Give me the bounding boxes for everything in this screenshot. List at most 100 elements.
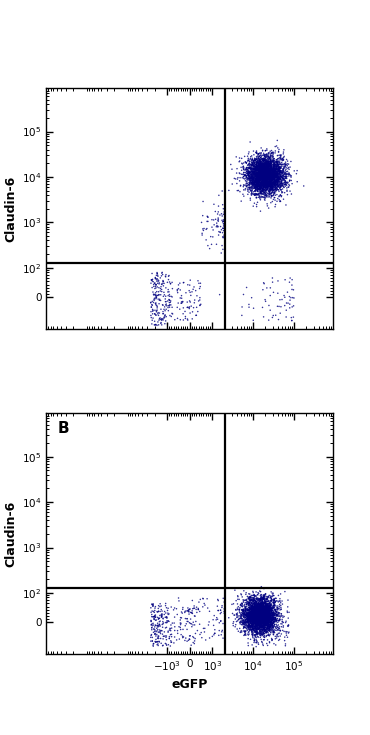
Point [168, 278, 174, 290]
Point [282, 180, 288, 192]
Point [266, 179, 272, 191]
Point [275, 287, 281, 299]
Point [249, 154, 255, 165]
Point [272, 614, 278, 625]
Point [258, 606, 264, 617]
Point [257, 183, 263, 195]
Point [259, 614, 265, 626]
Point [266, 617, 272, 628]
Point [249, 613, 255, 625]
Point [266, 606, 272, 618]
Point [254, 174, 260, 186]
Point [267, 304, 273, 316]
Point [168, 625, 174, 637]
Point [154, 273, 159, 285]
Point [270, 165, 276, 177]
Point [262, 623, 268, 634]
Point [262, 614, 268, 626]
Point [252, 612, 258, 624]
Point [270, 614, 276, 625]
Point [254, 603, 260, 615]
Point [263, 169, 269, 181]
Point [245, 617, 251, 628]
Point [261, 606, 267, 618]
Point [272, 157, 278, 169]
Point [258, 168, 264, 180]
Point [259, 605, 265, 617]
Point [266, 168, 272, 180]
Point [264, 188, 270, 200]
Point [165, 605, 171, 617]
Point [274, 179, 280, 191]
Point [247, 170, 253, 182]
Point [254, 158, 260, 170]
Point [253, 176, 259, 188]
Point [253, 623, 259, 634]
Point [272, 168, 278, 180]
Point [258, 148, 264, 159]
Point [150, 598, 156, 610]
Point [274, 602, 280, 614]
Point [247, 622, 253, 634]
Point [269, 594, 275, 606]
Point [245, 633, 251, 645]
Point [241, 617, 247, 628]
Point [250, 589, 256, 601]
Point [254, 599, 260, 611]
Point [258, 607, 263, 619]
Point [275, 170, 280, 182]
Point [257, 607, 263, 619]
Point [196, 277, 202, 289]
Point [265, 175, 270, 187]
Point [243, 629, 249, 641]
Point [256, 604, 262, 616]
Point [259, 164, 265, 176]
Point [200, 592, 206, 604]
Point [265, 165, 270, 177]
Point [250, 617, 256, 628]
Point [236, 152, 242, 164]
Point [270, 614, 276, 626]
Point [277, 168, 283, 179]
Point [267, 612, 273, 623]
Point [258, 592, 264, 603]
Point [282, 168, 288, 179]
Point [252, 629, 258, 641]
Point [255, 610, 261, 622]
Point [270, 169, 276, 181]
Point [267, 597, 273, 609]
Point [256, 615, 262, 627]
Point [269, 167, 275, 179]
Point [270, 173, 276, 185]
Point [270, 617, 276, 629]
Point [282, 158, 287, 170]
Point [156, 289, 162, 301]
Point [238, 609, 244, 620]
Point [263, 184, 269, 196]
Point [267, 609, 273, 620]
Point [259, 171, 265, 182]
Point [259, 611, 265, 623]
Point [287, 169, 293, 181]
Point [270, 184, 276, 196]
Point [265, 157, 270, 169]
Point [166, 289, 172, 301]
Point [277, 176, 283, 188]
Point [265, 595, 271, 607]
Point [258, 621, 264, 633]
Point [266, 618, 272, 630]
Point [248, 159, 254, 171]
Point [284, 173, 290, 184]
Point [270, 608, 276, 620]
Point [262, 611, 268, 623]
Point [270, 189, 276, 201]
Point [255, 172, 260, 184]
Point [257, 619, 263, 631]
Point [156, 636, 162, 648]
Point [246, 610, 252, 622]
Point [268, 615, 274, 627]
Point [250, 169, 256, 181]
Point [255, 602, 261, 614]
Point [158, 289, 164, 301]
Point [247, 609, 253, 620]
